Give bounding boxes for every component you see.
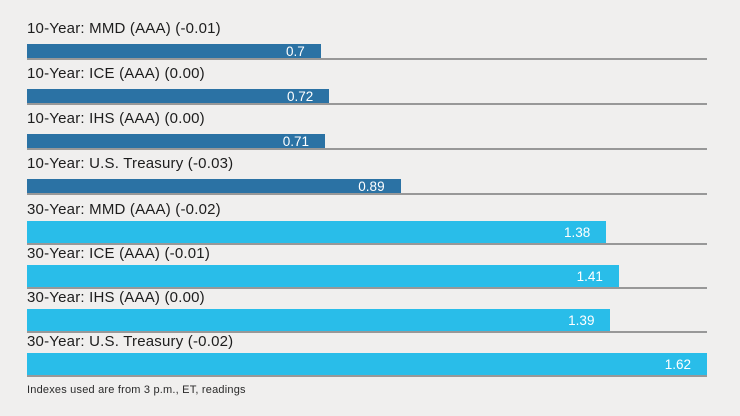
bar-track: 0.71	[27, 134, 707, 150]
bar-label: 10-Year: IHS (AAA) (0.00)	[27, 110, 205, 127]
bar-row: 10-Year: ICE (AAA) (0.00) 0.72	[27, 66, 707, 105]
bar-value: 1.62	[664, 356, 691, 372]
bar-row: 30-Year: IHS (AAA) (0.00) 1.39	[27, 290, 707, 333]
bar-value: 0.7	[286, 43, 305, 59]
bar-row: 30-Year: ICE (AAA) (-0.01) 1.41	[27, 246, 707, 289]
bar-30yr-treasury: 1.62	[27, 353, 707, 375]
bar-value: 0.71	[282, 133, 310, 149]
bar-label: 30-Year: ICE (AAA) (-0.01)	[27, 245, 211, 262]
bar-track: 1.41	[27, 265, 707, 289]
bar-10yr-mmd: 0.7	[27, 43, 321, 59]
bar-value: 1.41	[576, 268, 603, 284]
bar-label: 10-Year: MMD (AAA) (-0.01)	[27, 20, 221, 37]
bar-row: 10-Year: U.S. Treasury (-0.03) 0.89	[27, 156, 707, 195]
bar-value: 1.39	[568, 312, 595, 328]
bar-row: 30-Year: MMD (AAA) (-0.02) 1.38	[27, 202, 707, 245]
bar-value: 0.72	[286, 88, 314, 104]
bar-value: 1.38	[563, 224, 591, 240]
bar-30yr-ihs: 1.39	[27, 309, 611, 331]
bar-row: 30-Year: U.S. Treasury (-0.02) 1.62	[27, 334, 707, 377]
bar-30yr-mmd: 1.38	[27, 221, 607, 243]
bar-10yr-ice: 0.72	[27, 88, 330, 104]
bar-value: 0.89	[358, 178, 385, 194]
bar-track: 0.89	[27, 179, 707, 195]
bar-label: 10-Year: U.S. Treasury (-0.03)	[27, 155, 234, 172]
bar-label: 10-Year: ICE (AAA) (0.00)	[27, 65, 205, 82]
bar-row: 10-Year: IHS (AAA) (0.00) 0.71	[27, 111, 707, 150]
bar-track: 0.72	[27, 89, 707, 105]
bar-label: 30-Year: MMD (AAA) (-0.02)	[27, 201, 221, 218]
bar-10yr-treasury: 0.89	[27, 178, 401, 194]
bar-30yr-ice: 1.41	[27, 265, 619, 287]
bar-track: 1.39	[27, 309, 707, 333]
yield-bar-chart: 10-Year: MMD (AAA) (-0.01) 0.7 10-Year: …	[27, 21, 707, 378]
bar-label: 30-Year: U.S. Treasury (-0.02)	[27, 333, 234, 350]
chart-footnote: Indexes used are from 3 p.m., ET, readin…	[27, 384, 246, 396]
bar-track: 1.62	[27, 353, 707, 377]
bar-track: 0.7	[27, 44, 707, 60]
bar-10yr-ihs: 0.71	[27, 133, 326, 149]
bar-track: 1.38	[27, 221, 707, 245]
bar-row: 10-Year: MMD (AAA) (-0.01) 0.7	[27, 21, 707, 60]
bar-label: 30-Year: IHS (AAA) (0.00)	[27, 289, 205, 306]
